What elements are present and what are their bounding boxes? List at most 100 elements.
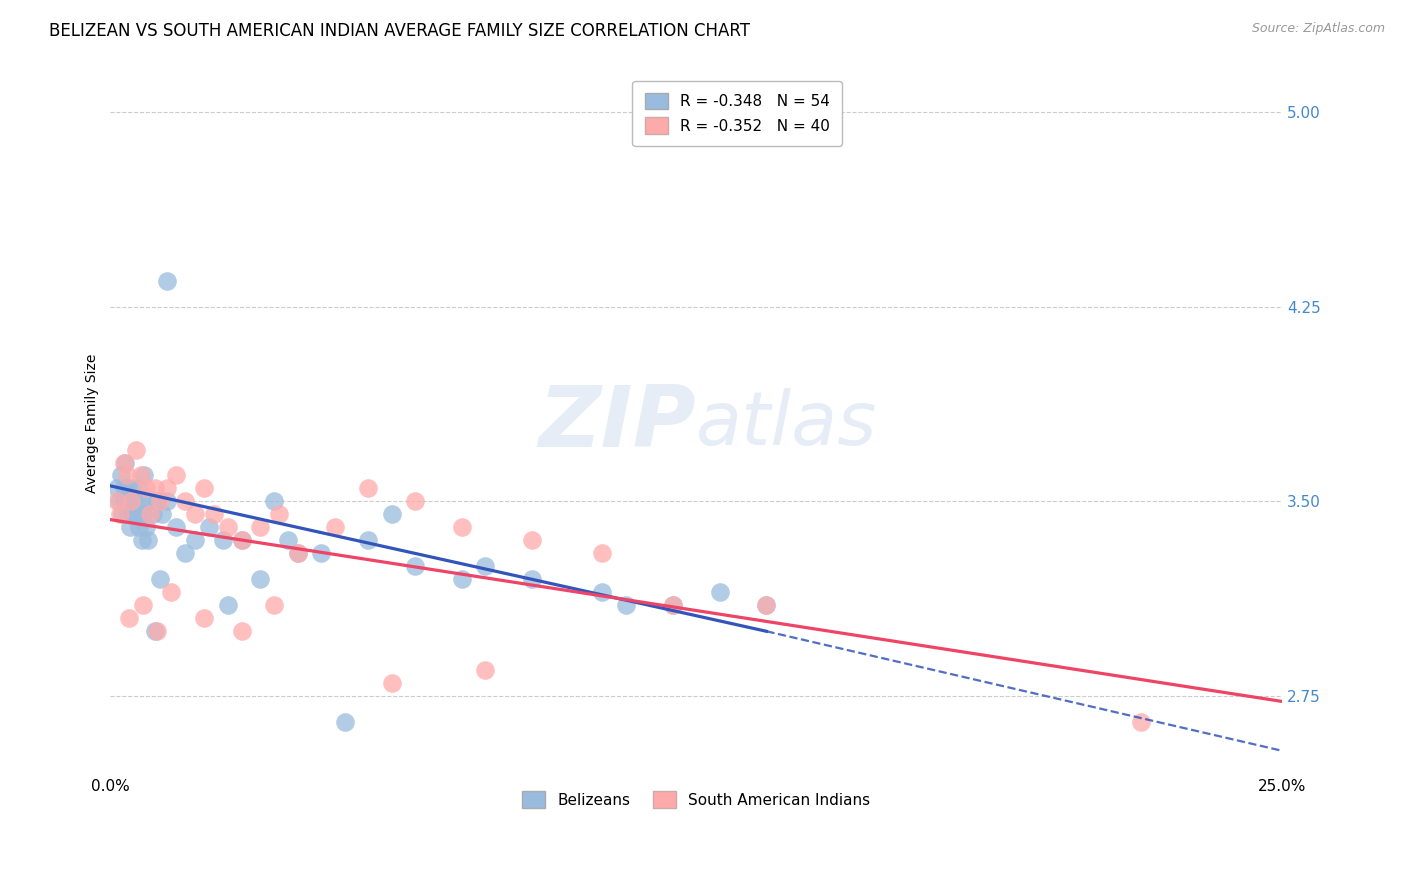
Y-axis label: Average Family Size: Average Family Size	[86, 354, 100, 493]
Point	[125, 442, 148, 457]
Point	[474, 663, 496, 677]
Point	[591, 585, 613, 599]
Point	[156, 482, 179, 496]
Point	[136, 533, 159, 548]
Point	[755, 599, 778, 613]
Point	[132, 508, 155, 522]
Point	[357, 533, 380, 548]
Point	[135, 482, 157, 496]
Point	[174, 494, 197, 508]
Point	[231, 533, 253, 548]
Point	[112, 482, 135, 496]
Point	[202, 508, 225, 522]
Point	[115, 482, 138, 496]
Point	[198, 520, 221, 534]
Point	[520, 533, 543, 548]
Point	[111, 508, 134, 522]
Point	[114, 494, 136, 508]
Point	[118, 494, 141, 508]
Point	[333, 715, 356, 730]
Point	[212, 533, 235, 548]
Point	[122, 508, 145, 522]
Point	[193, 482, 215, 496]
Point	[125, 508, 148, 522]
Point	[591, 546, 613, 560]
Point	[451, 573, 474, 587]
Point	[269, 508, 291, 522]
Point	[112, 456, 135, 470]
Point	[115, 468, 138, 483]
Point	[520, 573, 543, 587]
Point	[614, 599, 637, 613]
Point	[231, 624, 253, 639]
Point	[311, 546, 333, 560]
Point	[451, 520, 474, 534]
Point	[121, 482, 143, 496]
Text: BELIZEAN VS SOUTH AMERICAN INDIAN AVERAGE FAMILY SIZE CORRELATION CHART: BELIZEAN VS SOUTH AMERICAN INDIAN AVERAG…	[49, 22, 751, 40]
Point	[132, 599, 155, 613]
Point	[249, 520, 271, 534]
Point	[139, 494, 162, 508]
Point	[661, 599, 683, 613]
Point	[287, 546, 309, 560]
Point	[156, 494, 179, 508]
Point	[118, 611, 141, 625]
Point	[135, 520, 157, 534]
Point	[184, 508, 207, 522]
Point	[231, 533, 253, 548]
Point	[139, 508, 162, 522]
Point	[263, 494, 285, 508]
Point	[110, 468, 132, 483]
Point	[129, 494, 152, 508]
Point	[128, 520, 150, 534]
Point	[174, 546, 197, 560]
Point	[325, 520, 347, 534]
Point	[156, 274, 179, 288]
Point	[108, 508, 131, 522]
Point	[121, 494, 143, 508]
Point	[160, 585, 183, 599]
Point	[146, 494, 169, 508]
Point	[129, 468, 152, 483]
Point	[404, 494, 426, 508]
Point	[217, 520, 239, 534]
Point	[143, 624, 166, 639]
Point	[217, 599, 239, 613]
Point	[1130, 715, 1153, 730]
Text: atlas: atlas	[696, 387, 877, 459]
Point	[184, 533, 207, 548]
Point	[122, 494, 145, 508]
Point	[249, 573, 271, 587]
Point	[134, 468, 156, 483]
Point	[404, 559, 426, 574]
Point	[114, 456, 136, 470]
Point	[381, 508, 404, 522]
Point	[193, 611, 215, 625]
Point	[107, 482, 129, 496]
Point	[131, 533, 153, 548]
Point	[150, 508, 173, 522]
Text: ZIP: ZIP	[538, 382, 696, 465]
Point	[108, 494, 131, 508]
Text: Source: ZipAtlas.com: Source: ZipAtlas.com	[1251, 22, 1385, 36]
Point	[165, 468, 187, 483]
Point	[709, 585, 731, 599]
Point	[127, 482, 149, 496]
Point	[117, 508, 139, 522]
Point	[120, 520, 142, 534]
Point	[149, 573, 172, 587]
Point	[149, 494, 172, 508]
Point	[755, 599, 778, 613]
Point	[107, 494, 129, 508]
Point	[661, 599, 683, 613]
Point	[263, 599, 285, 613]
Point	[474, 559, 496, 574]
Point	[287, 546, 309, 560]
Point	[146, 624, 169, 639]
Legend: Belizeans, South American Indians: Belizeans, South American Indians	[515, 784, 877, 815]
Point	[142, 508, 165, 522]
Point	[165, 520, 187, 534]
Point	[357, 482, 380, 496]
Point	[277, 533, 299, 548]
Point	[381, 676, 404, 690]
